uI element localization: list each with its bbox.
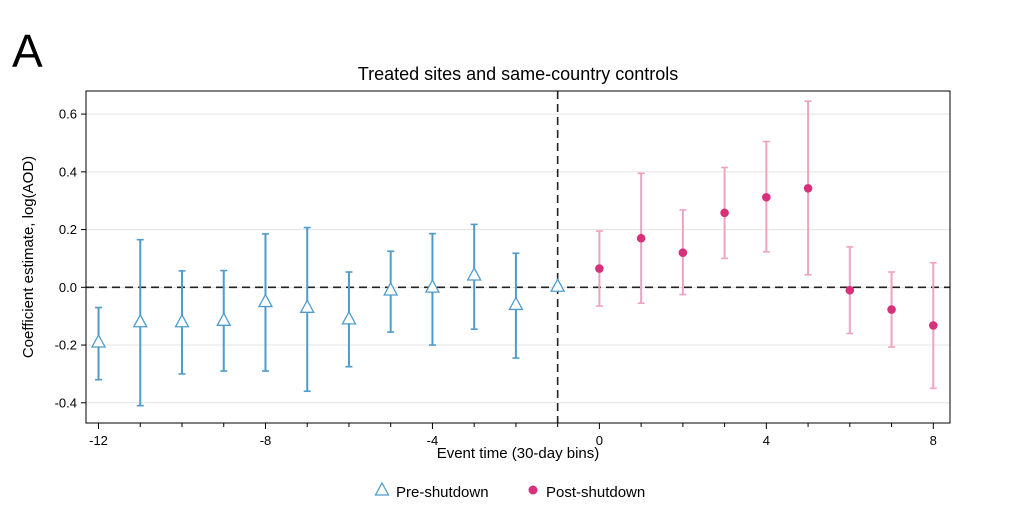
y-tick-label: 0.0 (59, 280, 77, 295)
point-post (636, 233, 646, 243)
legend-label-pre-shutdown: Pre-shutdown (396, 484, 489, 501)
point-post (929, 321, 938, 330)
legend-label-post-shutdown: Post-shutdown (546, 484, 645, 501)
point-post (887, 305, 896, 314)
x-axis-title: Event time (30-day bins) (437, 445, 600, 462)
point-pre (341, 310, 357, 325)
point-pre (90, 333, 107, 348)
point-post (803, 183, 813, 193)
x-tick-label: -8 (260, 433, 272, 448)
point-post (845, 285, 855, 295)
point-pre (383, 281, 399, 296)
point-pre (508, 296, 524, 311)
y-tick-label: -0.4 (55, 395, 77, 410)
point-pre (550, 277, 566, 292)
point-post (595, 264, 604, 273)
point-pre (174, 313, 190, 328)
gridlines (86, 113, 950, 404)
point-pre (216, 311, 232, 326)
x-tick-label: -4 (427, 433, 439, 448)
y-tick-label: 0.6 (59, 107, 77, 122)
circle-icon (528, 485, 538, 495)
x-tick-label: -12 (89, 433, 108, 448)
reference-lines (86, 91, 950, 423)
legend: Pre-shutdown Post-shutdown (374, 481, 645, 501)
x-tick-label: 8 (930, 433, 937, 448)
y-tick-label: -0.2 (55, 338, 77, 353)
panel-label: A (12, 25, 43, 77)
point-pre (466, 266, 482, 281)
point-estimates (90, 183, 938, 348)
point-pre (257, 293, 274, 308)
y-tick-label: 0.4 (59, 164, 77, 179)
point-pre (132, 313, 148, 328)
point-pre (424, 278, 441, 293)
point-pre (299, 298, 315, 313)
chart-title: Treated sites and same-country controls (358, 64, 678, 84)
legend-item-post-shutdown: Post-shutdown (528, 484, 645, 501)
point-post (678, 248, 688, 257)
plot-frame (85, 90, 951, 424)
y-tick-label: 0.2 (59, 222, 77, 237)
triangle-icon (374, 481, 390, 496)
point-post (762, 192, 771, 202)
axes: -0.4 -0.2 0.0 0.2 0.4 0.6 -12 -8 -4 0 4 8 (55, 107, 937, 448)
x-tick-label: 4 (763, 433, 770, 448)
legend-item-pre-shutdown: Pre-shutdown (374, 481, 489, 501)
y-axis-title: Coefficient estimate, log(AOD) (20, 156, 37, 358)
point-post (720, 208, 729, 218)
x-tick-label: 0 (596, 433, 603, 448)
confidence-intervals (95, 100, 937, 407)
